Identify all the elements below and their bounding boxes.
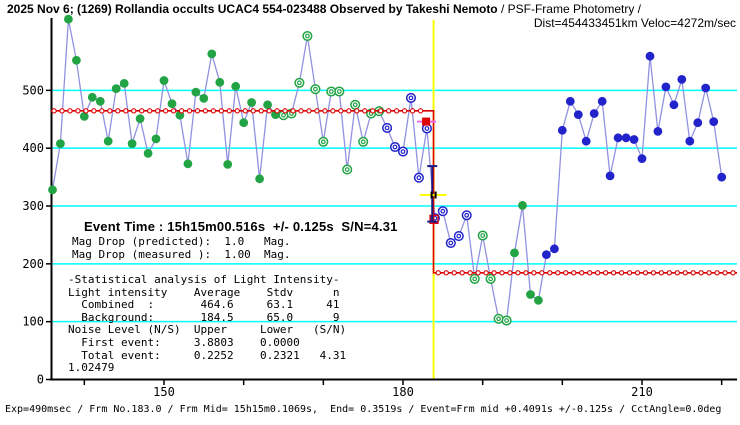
x-axis-labels: 150 180 210	[153, 385, 653, 399]
statistics-block: -Statistical analysis of Light Intensity…	[68, 273, 347, 375]
event-time-label: Event Time : 15h15m00.516s +/- 0.125s S/…	[84, 219, 398, 234]
grid-lines	[51, 89, 737, 323]
svg-text:400: 400	[22, 141, 44, 155]
statistics-line: Noise Level (N/S) Upper Lower (S/N)	[68, 323, 347, 337]
statistics-line: 1.02479	[68, 361, 115, 375]
mag-drop-predicted-label: Mag Drop (predicted): 1.0 Mag.	[72, 235, 291, 248]
svg-text:300: 300	[22, 199, 44, 213]
data-markers	[48, 14, 727, 326]
statistics-line: Light intensity Average Stdv n	[68, 285, 340, 299]
model-curve	[51, 108, 737, 276]
title-suffix-text: / PSF-Frame Photometry /	[497, 2, 642, 16]
status-bar: Exp=490msec / Frm No.183.0 / Frm Mid= 15…	[5, 404, 722, 415]
statistics-line: Combined : 464.6 63.1 41	[68, 298, 340, 312]
svg-text:200: 200	[22, 257, 44, 271]
page-title: 2025 Nov 6; (1269) Rollandia occults UCA…	[7, 2, 641, 16]
distance-velocity-label: Dist=454433451km Veloc=4272m/sec	[533, 16, 736, 30]
svg-text:180: 180	[392, 385, 414, 399]
statistics-line: -Statistical analysis of Light Intensity…	[68, 273, 340, 286]
svg-text:0: 0	[37, 373, 44, 387]
statistics-line: Background: 184.5 65.0 9	[68, 310, 340, 324]
y-axis-labels: 0 100 200 300 400 500	[22, 83, 44, 386]
statistics-line: Total event: 0.2252 0.2321 4.31	[68, 348, 347, 362]
svg-text:150: 150	[153, 385, 175, 399]
svg-text:500: 500	[22, 83, 44, 97]
statistics-line: First event: 3.8803 0.0000	[68, 335, 300, 349]
axes	[46, 18, 737, 385]
svg-text:100: 100	[22, 315, 44, 329]
title-main-text: 2025 Nov 6; (1269) Rollandia occults UCA…	[7, 2, 498, 16]
event-annotations	[417, 117, 447, 224]
mag-drop-measured-label: Mag Drop (measured ): 1.00 Mag.	[72, 247, 291, 261]
mag-drop-block: Mag Drop (predicted): 1.0 Mag. Mag Drop (…	[72, 235, 291, 262]
svg-text:210: 210	[631, 385, 653, 399]
